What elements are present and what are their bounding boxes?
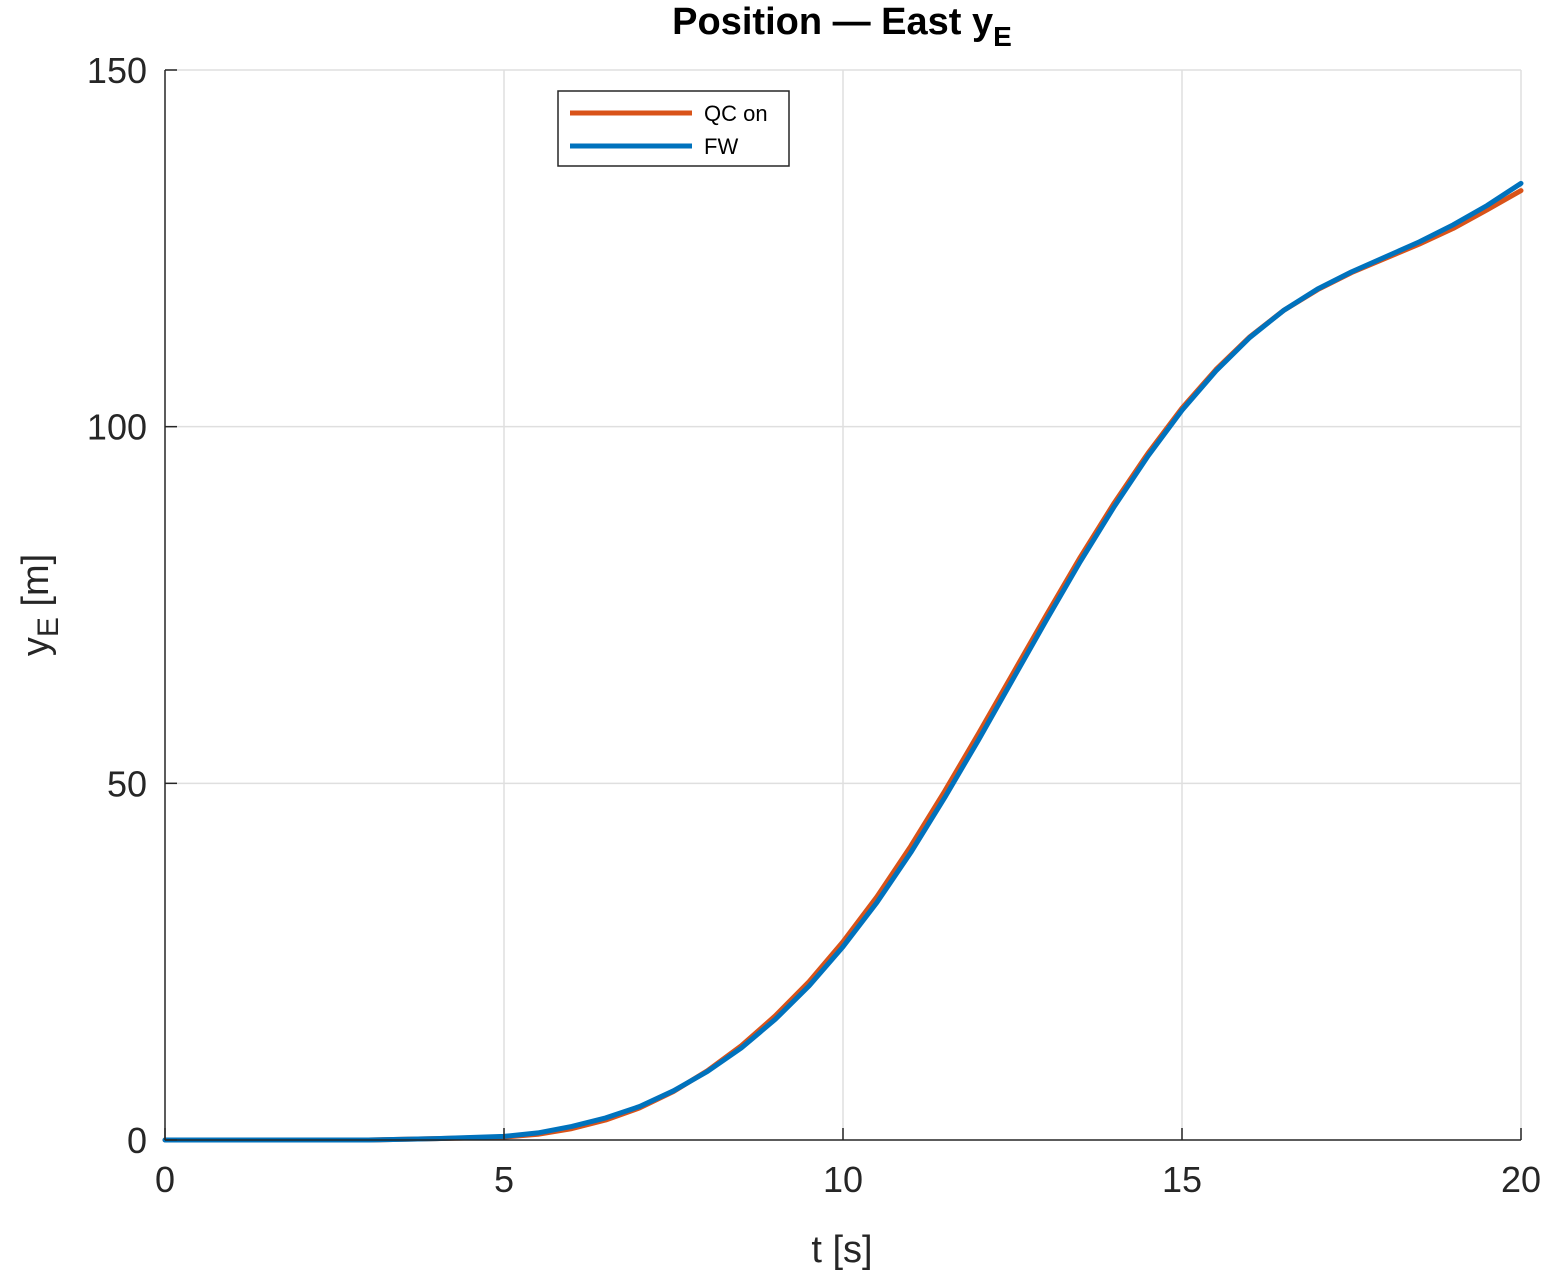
y-axis-label: yE [m] [15,554,65,656]
ticks: 0 5 10 15 20 0 50 100 150 [87,50,1541,1200]
series-layer [162,180,1524,1143]
x-tick-label: 15 [1162,1159,1202,1200]
legend-label-fw: FW [704,134,738,159]
series-line-fw [162,180,1524,1143]
y-tick-label: 150 [87,50,147,91]
y-axis-label-main: y [15,637,57,656]
legend-label-qc-on: QC on [704,101,768,126]
y-axis-label-unit [15,607,57,618]
x-axis-label: t [s] [811,1229,872,1271]
legend: QC on FW [557,90,790,167]
x-tick-label: 5 [494,1159,514,1200]
x-tick-label: 20 [1501,1159,1541,1200]
y-tick-label: 100 [87,407,147,448]
x-tick-label: 10 [823,1159,863,1200]
y-tick-label: 0 [127,1120,147,1161]
x-tick-label: 0 [155,1159,175,1200]
grid [165,69,1522,1140]
y-axis-label-subscript: E [32,617,65,637]
chart-title-main: Position — East y [672,1,993,43]
chart-title-subscript: E [993,21,1012,52]
legend-box [557,90,790,167]
y-axis-label-unit-text: [m] [15,554,57,607]
chart-title: Position — East yE [672,1,1012,52]
y-tick-label: 50 [107,763,147,804]
